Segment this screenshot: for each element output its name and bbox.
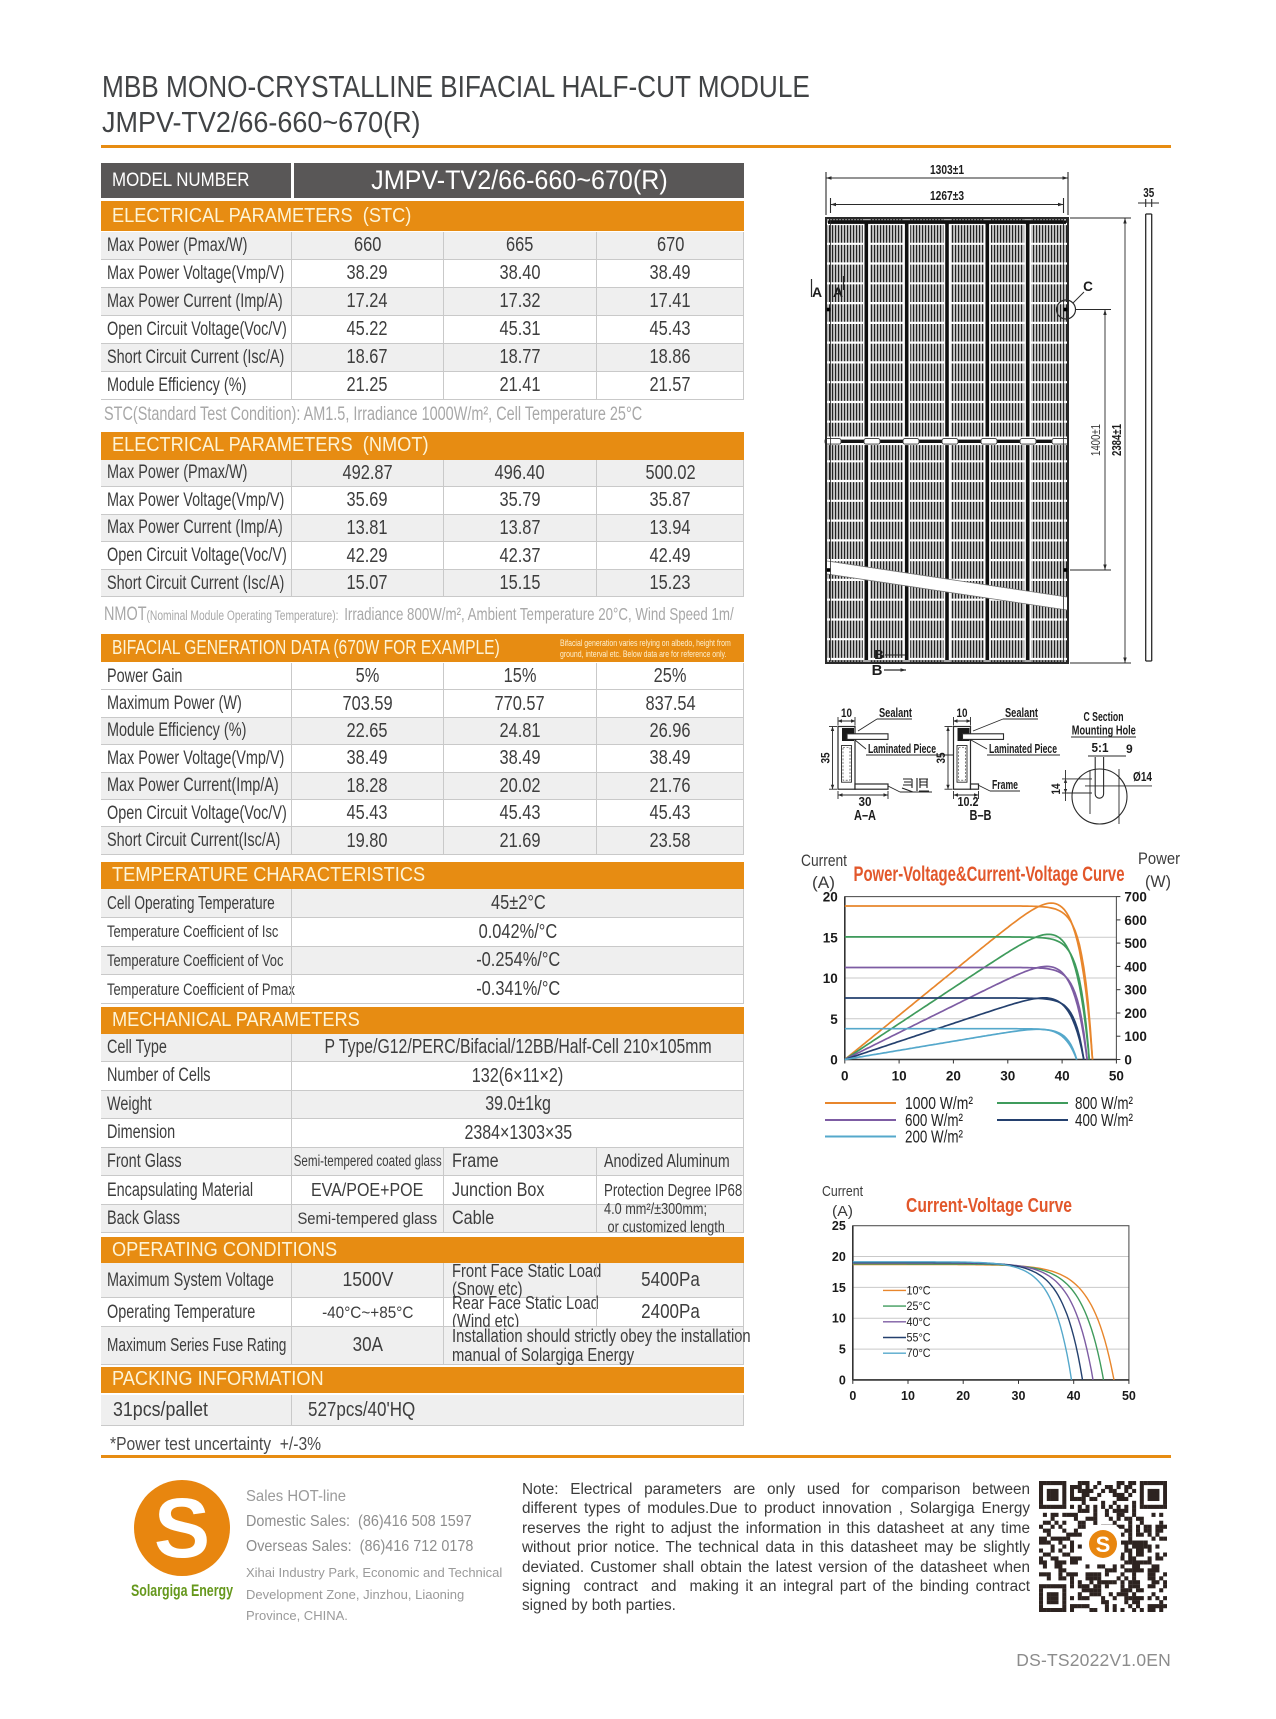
svg-text:1303±1: 1303±1 [930, 162, 964, 177]
svg-text:200 W/m²: 200 W/m² [905, 1127, 963, 1147]
svg-text:9: 9 [1126, 742, 1133, 756]
svg-text:25°C: 25°C [907, 1301, 931, 1313]
svg-text:15: 15 [832, 1281, 846, 1295]
svg-text:0: 0 [839, 1373, 846, 1387]
svg-text:Current-Voltage Curve: Current-Voltage Curve [906, 1194, 1072, 1217]
svg-text:Frame: Frame [992, 778, 1018, 792]
svg-text:10: 10 [892, 1069, 907, 1084]
svg-text:400: 400 [1124, 959, 1147, 974]
svg-text:5: 5 [839, 1343, 846, 1357]
svg-text:300: 300 [1124, 983, 1147, 998]
svg-text:(A): (A) [812, 873, 835, 892]
svg-text:10: 10 [832, 1312, 846, 1326]
svg-text:500: 500 [1124, 936, 1147, 951]
svg-text:30: 30 [1000, 1069, 1015, 1084]
svg-text:600: 600 [1124, 913, 1147, 928]
svg-text:20: 20 [946, 1069, 961, 1084]
svg-text:0: 0 [1124, 1053, 1132, 1068]
svg-text:Power-Voltage&Current-Voltage: Power-Voltage&Current-Voltage Curve [854, 862, 1125, 886]
svg-text:35: 35 [819, 752, 833, 763]
svg-text:55°C: 55°C [907, 1333, 931, 1345]
svg-text:30: 30 [1012, 1389, 1026, 1403]
svg-text:Power: Power [1138, 849, 1180, 868]
svg-text:35: 35 [1143, 186, 1154, 200]
svg-text:14: 14 [1049, 783, 1063, 794]
svg-text:15: 15 [823, 930, 839, 945]
svg-text:Laminated Piece: Laminated Piece [989, 742, 1057, 756]
svg-text:200: 200 [1124, 1006, 1147, 1021]
svg-text:C: C [1083, 279, 1093, 294]
svg-text:1000 W/m²: 1000 W/m² [905, 1093, 973, 1113]
svg-text:B: B [874, 647, 883, 662]
svg-text:100: 100 [1124, 1029, 1147, 1044]
svg-text:0: 0 [849, 1389, 856, 1403]
svg-text:Laminated Piece: Laminated Piece [868, 742, 936, 756]
svg-text:A–A: A–A [854, 807, 876, 824]
svg-text:700: 700 [1124, 890, 1147, 905]
svg-text:S: S [1096, 1532, 1111, 1557]
svg-text:50: 50 [1122, 1389, 1136, 1403]
svg-text:0: 0 [841, 1069, 849, 1084]
svg-text:40°C: 40°C [907, 1317, 931, 1329]
svg-text:10: 10 [901, 1389, 915, 1403]
svg-text:800 W/m²: 800 W/m² [1075, 1093, 1133, 1113]
svg-text:50: 50 [1109, 1069, 1124, 1084]
svg-text:10: 10 [841, 706, 852, 720]
svg-text:Ø14: Ø14 [1133, 770, 1152, 784]
svg-text:Sealant: Sealant [879, 706, 913, 720]
svg-text:10: 10 [957, 706, 968, 720]
svg-text:C Section: C Section [1084, 710, 1124, 724]
svg-text:(W): (W) [1145, 872, 1171, 891]
svg-text:(A): (A) [832, 1203, 853, 1220]
svg-text:25: 25 [832, 1219, 846, 1233]
svg-text:400 W/m²: 400 W/m² [1075, 1110, 1133, 1130]
svg-text:S: S [154, 1481, 210, 1575]
svg-text:600 W/m²: 600 W/m² [905, 1110, 963, 1130]
svg-text:10: 10 [823, 971, 838, 986]
svg-text:2384±1: 2384±1 [1109, 424, 1124, 456]
svg-text:30: 30 [859, 795, 872, 809]
svg-text:70°C: 70°C [907, 1348, 931, 1360]
svg-text:20: 20 [832, 1250, 846, 1264]
svg-text:Sealant: Sealant [1005, 706, 1039, 720]
svg-text:5:1: 5:1 [1092, 740, 1109, 755]
svg-text:A: A [833, 284, 843, 300]
svg-text:10.2: 10.2 [958, 795, 979, 809]
svg-text:Mounting Hole: Mounting Hole [1072, 724, 1136, 738]
svg-text:40: 40 [1055, 1069, 1070, 1084]
svg-text:35: 35 [934, 752, 948, 763]
svg-text:A: A [812, 284, 822, 300]
svg-text:Current: Current [801, 851, 847, 870]
svg-text:10°C: 10°C [907, 1285, 931, 1297]
svg-text:B–B: B–B [970, 807, 992, 824]
svg-text:1267±3: 1267±3 [930, 188, 964, 203]
svg-text:20: 20 [823, 890, 838, 905]
svg-text:Solargiga Energy: Solargiga Energy [131, 1581, 233, 1600]
svg-text:40: 40 [1067, 1389, 1081, 1403]
svg-text:0: 0 [830, 1053, 838, 1068]
svg-text:1400±1: 1400±1 [1088, 424, 1103, 456]
svg-text:B: B [872, 662, 883, 679]
svg-text:Current: Current [822, 1183, 864, 1200]
svg-text:5: 5 [830, 1012, 838, 1027]
svg-text:20: 20 [956, 1389, 970, 1403]
